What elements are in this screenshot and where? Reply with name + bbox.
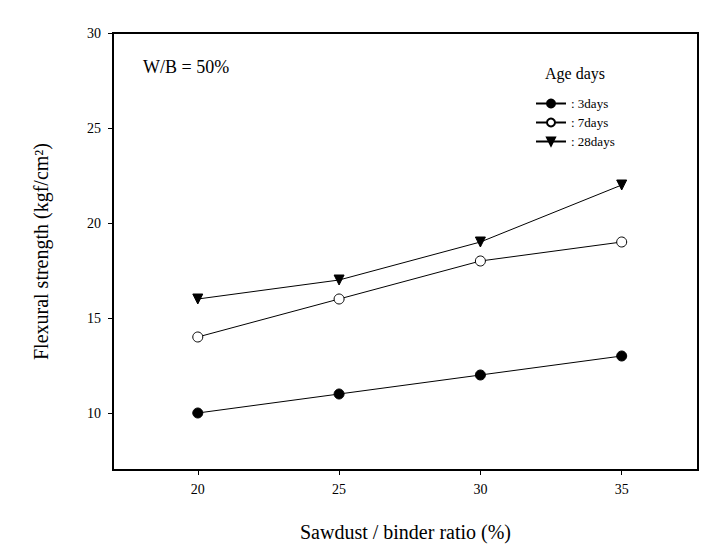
svg-text:W/B = 50%: W/B = 50% xyxy=(143,57,229,77)
svg-text:: 7days: : 7days xyxy=(571,115,608,130)
svg-text:20: 20 xyxy=(87,216,101,231)
svg-text:30: 30 xyxy=(87,26,101,41)
svg-text:10: 10 xyxy=(87,406,101,421)
svg-text:Age days: Age days xyxy=(545,65,605,83)
svg-text:15: 15 xyxy=(87,311,101,326)
svg-text:Sawdust / binder ratio (%): Sawdust / binder ratio (%) xyxy=(300,521,511,544)
svg-text:: 28days: : 28days xyxy=(571,134,615,149)
svg-text:Flexural strength (kgf/cm²): Flexural strength (kgf/cm²) xyxy=(30,143,53,360)
svg-text:25: 25 xyxy=(87,121,101,136)
svg-text:20: 20 xyxy=(191,482,205,497)
svg-text:30: 30 xyxy=(473,482,487,497)
svg-text:25: 25 xyxy=(332,482,346,497)
svg-text:35: 35 xyxy=(615,482,629,497)
svg-text:: 3days: : 3days xyxy=(571,96,608,111)
